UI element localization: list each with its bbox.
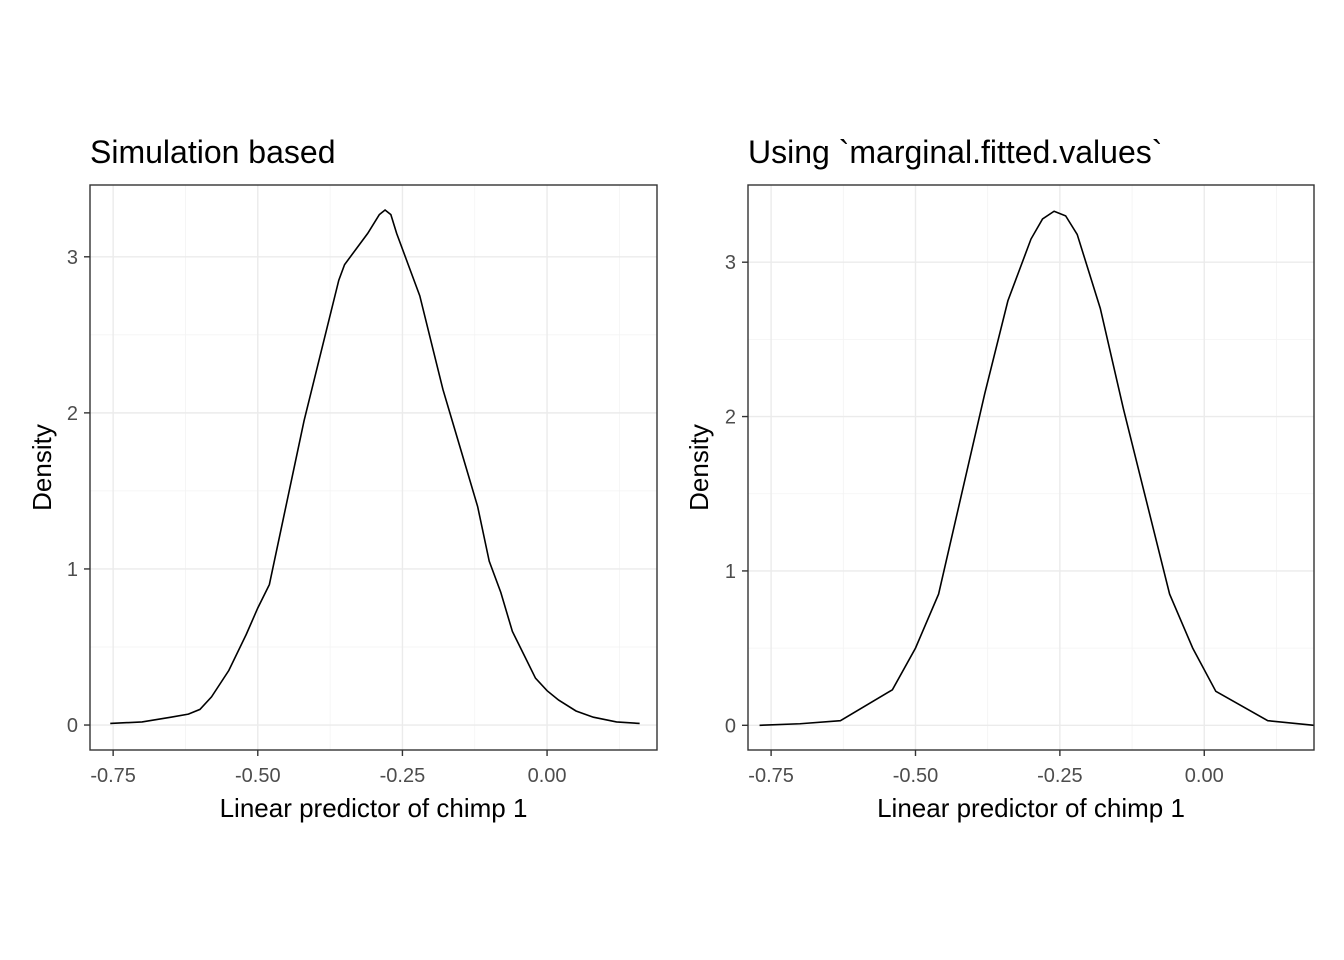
y-tick-label: 2 xyxy=(67,403,78,425)
x-tick-label: -0.50 xyxy=(893,765,939,787)
panel-border xyxy=(747,184,1315,751)
density-chart-marginal: Using `marginal.fitted.values` -0.75 -0.5… xyxy=(684,134,1315,823)
x-tick-label: -0.50 xyxy=(235,765,281,787)
y-axis: 0 1 2 3 xyxy=(725,252,748,737)
chart-title: Using `marginal.fitted.values` xyxy=(748,134,1162,170)
grid xyxy=(90,185,657,750)
x-axis-title: Linear predictor of chimp 1 xyxy=(220,793,528,823)
x-tick-label: -0.75 xyxy=(90,765,136,787)
y-axis-title: Density xyxy=(27,424,57,511)
chart-title: Simulation based xyxy=(90,134,335,170)
x-tick-label: -0.75 xyxy=(748,765,794,787)
x-axis: -0.75 -0.50 -0.25 0.00 xyxy=(90,750,567,787)
density-chart-simulation: Simulation based -0.75 -0.50 -0.25 0.00 0 1 2… xyxy=(27,134,658,823)
density-curve xyxy=(110,208,640,725)
y-tick-label: 2 xyxy=(725,407,736,429)
density-curve xyxy=(759,210,1315,727)
grid xyxy=(748,185,1314,750)
y-axis-title: Density xyxy=(684,424,714,511)
x-axis-title: Linear predictor of chimp 1 xyxy=(877,793,1185,823)
x-axis: -0.75 -0.50 -0.25 0.00 xyxy=(748,750,1224,787)
panel-border xyxy=(89,184,658,751)
y-tick-label: 0 xyxy=(67,715,78,737)
y-tick-label: 3 xyxy=(725,252,736,274)
y-tick-label: 3 xyxy=(67,247,78,269)
y-axis: 0 1 2 3 xyxy=(67,247,90,737)
y-tick-label: 1 xyxy=(725,561,736,583)
x-tick-label: -0.25 xyxy=(1037,765,1083,787)
x-tick-label: -0.25 xyxy=(380,765,426,787)
y-tick-label: 0 xyxy=(725,715,736,737)
x-tick-label: 0.00 xyxy=(1185,765,1224,787)
x-tick-label: 0.00 xyxy=(528,765,567,787)
y-tick-label: 1 xyxy=(67,559,78,581)
